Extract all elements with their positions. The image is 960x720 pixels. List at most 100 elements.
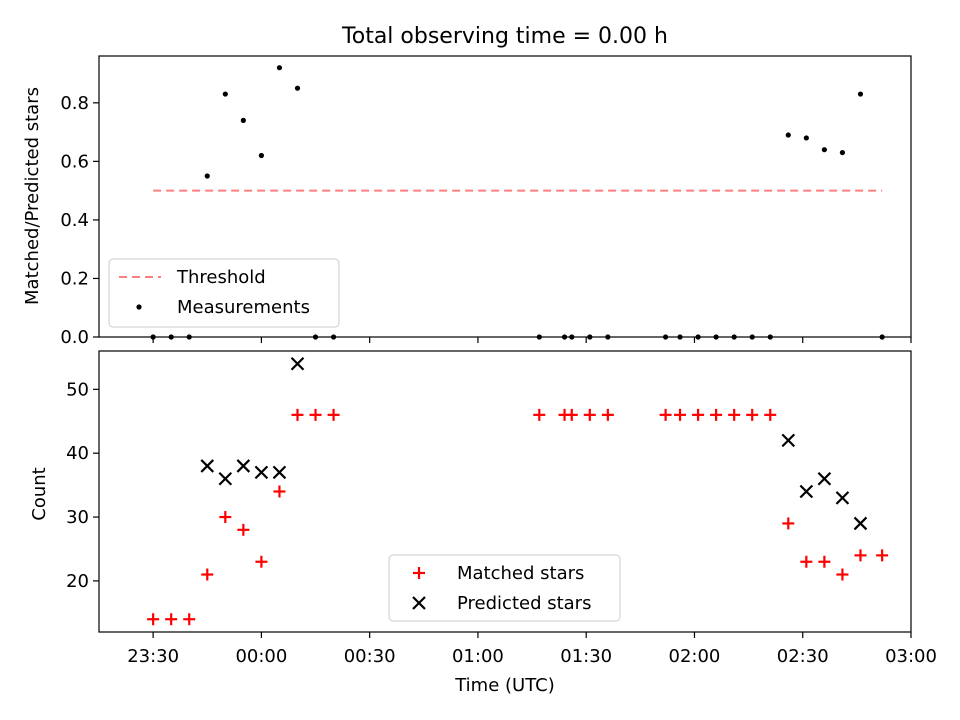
legend-predicted-marker [412,596,426,610]
matched-star-point [273,485,286,498]
matched-star-point [255,555,268,568]
measurement-point [536,334,542,340]
measurement-point [821,147,827,153]
count-legend-box [388,554,621,622]
count-x-axis-label: Time (UTC) [454,675,555,696]
legend-matched-label: Matched stars [457,563,584,584]
count-x-tick-label: 00:00 [235,646,287,667]
count-y-ticks: 20 30 40 50 [66,379,99,592]
measurement-point [605,334,611,340]
matched-star-point [728,408,741,421]
measurement-point [222,91,228,97]
count-x-tick-label: 00:30 [344,646,396,667]
ratio-legend: Threshold Measurements [108,258,340,328]
count-y-tick-label: 30 [66,507,89,528]
ratio-y-tick-label: 0.0 [60,327,89,348]
predicted-star-point [218,471,233,486]
matched-star-point [237,523,250,536]
measurement-point [186,334,192,340]
measurement-point [276,65,283,71]
measurement-point [330,334,337,340]
predicted-star-point [853,516,868,531]
matched-star-point [147,613,160,626]
count-y-tick-label: 40 [66,443,89,464]
count-x-ticks: 23:30 00:00 00:30 01:00 01:30 02:00 02:30 03:00 [127,632,937,667]
matched-star-point [565,408,578,421]
matched-star-point [583,408,596,421]
predicted-star-point [272,465,287,480]
measurement-point [312,334,319,340]
matched-star-point [800,555,813,568]
count-x-tick-label: 23:30 [127,646,179,667]
measurement-point [662,334,669,340]
count-x-tick-label: 02:00 [669,646,721,667]
measurement-point [879,334,885,340]
matched-star-point [746,408,759,421]
predicted-star-point [781,433,796,448]
matched-star-point [710,408,723,421]
measurement-point [294,85,301,91]
measurement-point [677,334,683,340]
matched-star-point [309,408,322,421]
measurement-point [731,334,737,340]
measurement-point [204,173,210,179]
ratio-panel-frame [98,55,912,338]
matched-star-point [876,549,889,562]
legend-measurements-label: Measurements [177,297,310,318]
predicted-stars-points [200,356,868,531]
measurement-point [857,91,864,97]
count-panel-frame [98,350,912,633]
predicted-star-point [236,459,251,473]
measurement-point [695,334,701,340]
predicted-star-point [835,491,850,505]
matched-star-point [327,408,340,421]
predicted-star-point [200,459,215,473]
legend-matched-marker [413,567,425,579]
predicted-star-point [290,356,305,371]
legend-predicted-label: Predicted stars [457,593,591,614]
count-x-tick-label: 03:00 [885,646,937,667]
ratio-y-tick-label: 0.6 [60,151,89,172]
measurement-point [749,334,755,340]
ratio-y-tick-label: 0.8 [60,93,89,114]
ratio-panel: 0.00.20.40.60.8 Matched/Predicted stars … [22,55,912,348]
measurement-point [168,334,174,340]
count-y-axis-label: Count [29,467,50,520]
matched-star-point [533,408,546,421]
ratio-legend-box [108,258,340,328]
matched-star-point [854,549,867,562]
measurement-point [569,334,575,340]
matched-star-point [201,568,214,581]
count-x-tick-label: 01:30 [560,646,612,667]
matched-star-point [674,408,687,421]
legend-threshold-label: Threshold [176,267,266,288]
measurement-point [713,334,719,340]
measurement-point [587,334,593,340]
measurement-point [150,334,156,340]
legend-predicted-swatch [412,596,426,610]
measurement-point [240,117,246,123]
measurement-point [839,149,846,156]
matched-star-point [659,408,672,421]
predicted-star-point [817,471,832,486]
matched-star-point [291,408,304,421]
matched-star-point [818,555,831,568]
matched-star-point [782,517,795,530]
measurement-point [561,334,568,340]
predicted-star-point [254,465,269,480]
matched-star-point [836,568,849,581]
matched-star-point [219,511,232,524]
count-legend: Matched stars Predicted stars [388,554,621,622]
count-panel: 20 30 40 50 23:30 00:00 00:30 01:00 01:30 02:00 0… [29,350,937,696]
figure-title: Total observing time = 0.00 h [341,24,668,49]
matched-star-point [183,613,196,626]
legend-measurements-swatch [136,304,142,310]
count-x-tick-label: 02:30 [777,646,829,667]
predicted-star-point [799,484,814,499]
ratio-y-axis-label: Matched/Predicted stars [22,87,43,305]
matched-star-point [601,408,614,421]
ratio-y-ticks: 0.0 0.2 0.4 0.6 0.8 [60,93,99,348]
matched-stars-points [147,408,889,626]
matched-star-point [165,613,178,626]
